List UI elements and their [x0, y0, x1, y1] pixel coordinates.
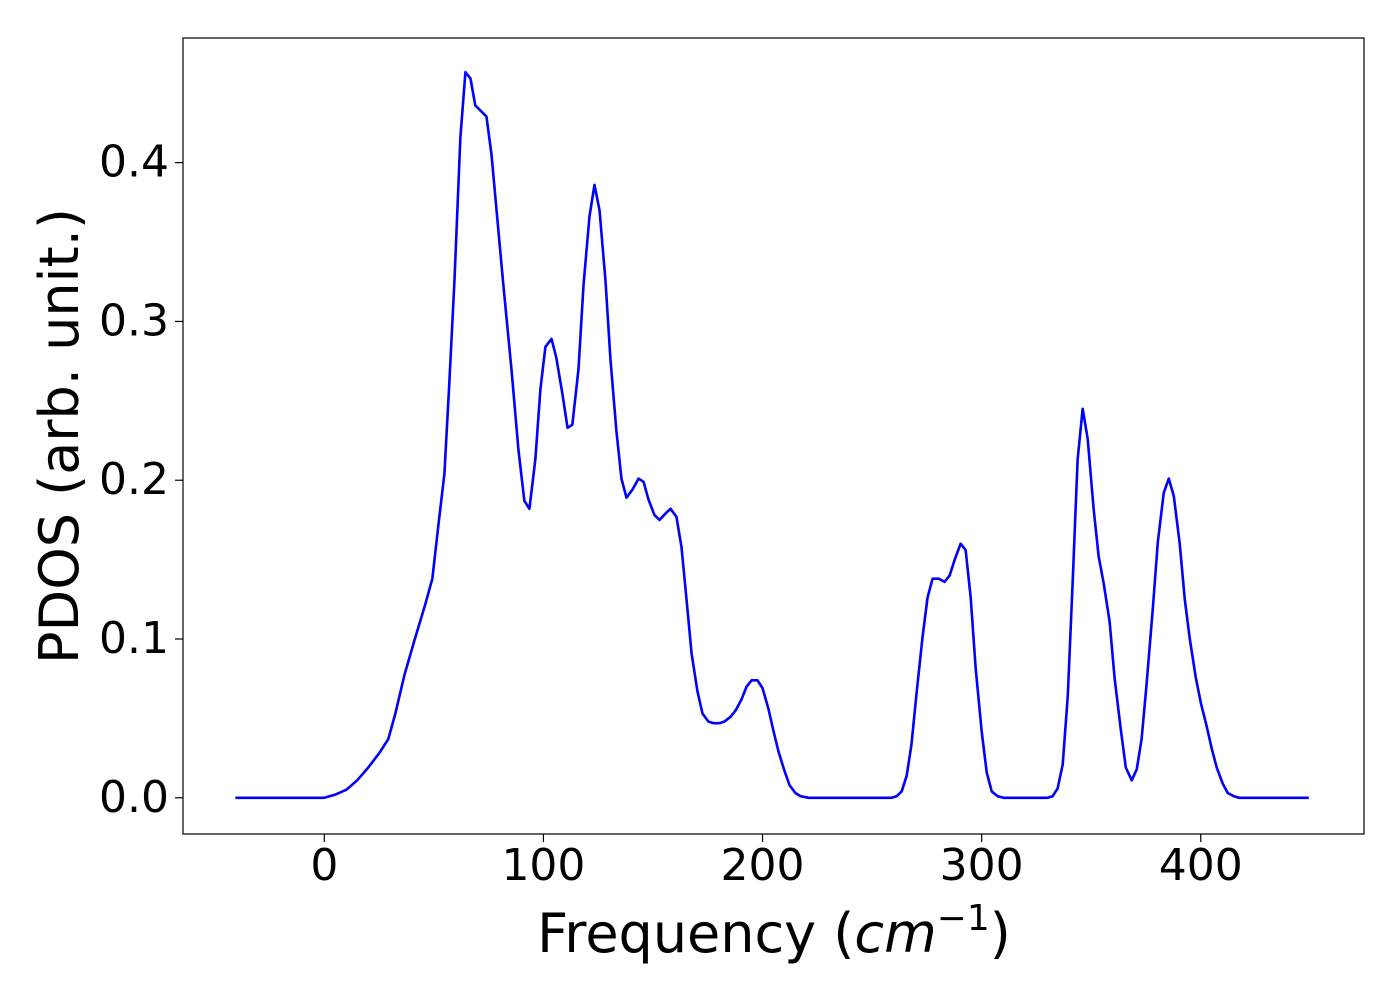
y-tick-label: 0.1: [99, 613, 169, 664]
x-tick-label: 0: [310, 840, 338, 891]
y-axis-label: PDOS (arb. unit.): [28, 208, 91, 664]
y-tick-label: 0.4: [99, 137, 169, 188]
x-label-exponent: −1: [937, 898, 990, 939]
x-label-text: ): [990, 902, 1011, 965]
y-tick-label: 0.2: [99, 454, 169, 505]
x-axis-label: Frequency (cm−1): [537, 898, 1011, 965]
y-tick-label: 0.0: [99, 772, 169, 823]
y-tick-label: 0.3: [99, 295, 169, 346]
x-tick-label: 300: [940, 840, 1024, 891]
pdos-line: [235, 70, 1309, 800]
plot-frame: [182, 37, 1365, 835]
x-tick-label: 200: [721, 840, 805, 891]
x-tick-label: 100: [501, 840, 585, 891]
x-label-unit: cm: [854, 902, 936, 965]
x-tick-label: 400: [1159, 840, 1243, 891]
x-label-text: Frequency (: [537, 902, 854, 965]
